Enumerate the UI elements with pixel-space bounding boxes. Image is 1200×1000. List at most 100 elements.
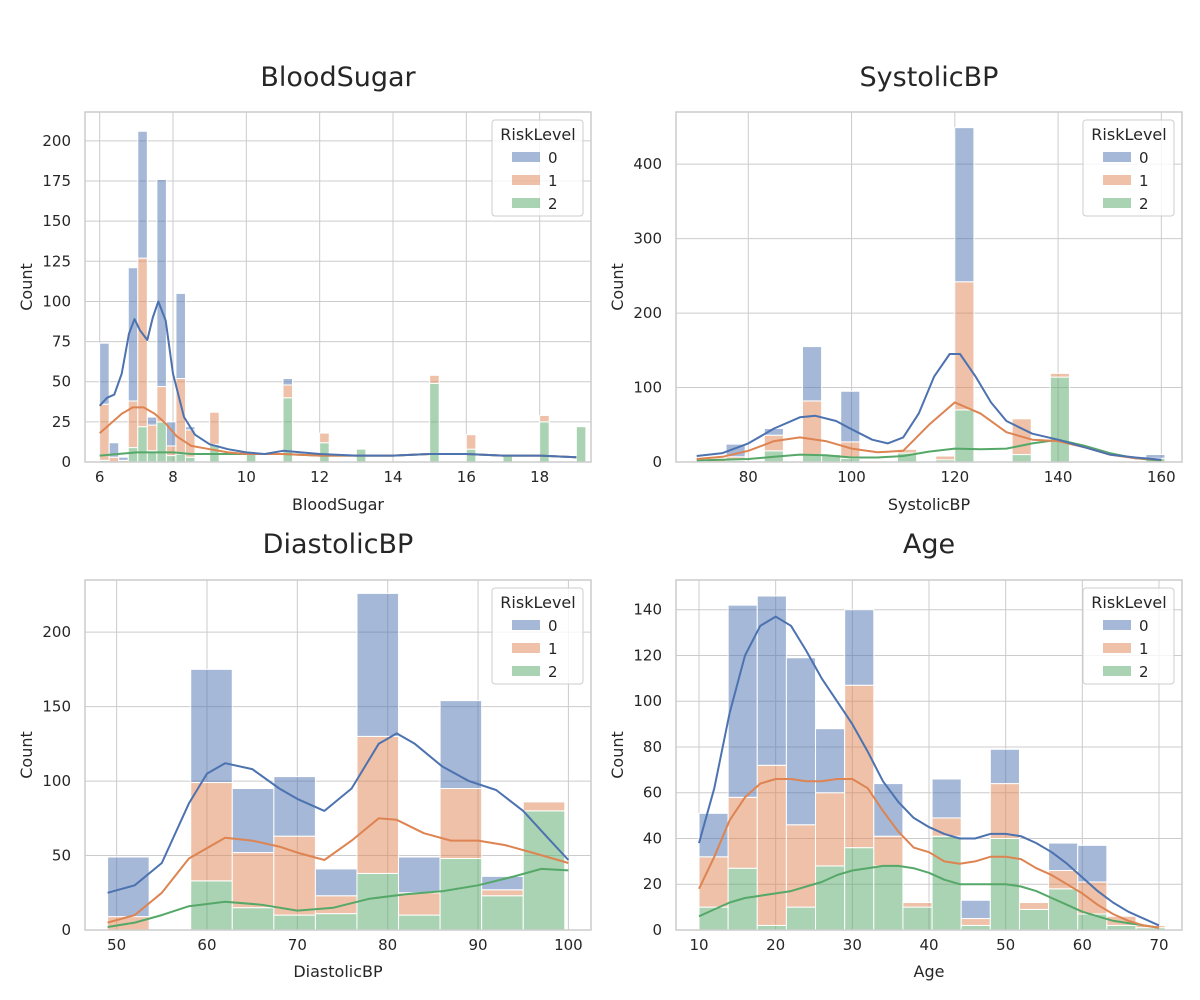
y-tick-label: 0 — [652, 921, 662, 939]
x-tick-label: 30 — [843, 936, 862, 954]
plot-area: 50 60 70 80 90 100 0 50 100 150 200 — [42, 579, 592, 954]
legend-label-1: 1 — [548, 172, 558, 190]
histogram-bar-risk-2 — [245, 453, 257, 463]
x-axis-label: DiastolicBP — [293, 962, 383, 981]
axes-frame — [675, 579, 1183, 931]
x-tick-label: 70 — [1149, 936, 1168, 954]
histogram-bar-risk-0 — [1077, 844, 1108, 883]
legend-swatch-2 — [512, 198, 540, 208]
histogram-bar-risk-1 — [539, 414, 550, 423]
histogram-bar-risk-0 — [960, 899, 991, 920]
x-tick-label: 10 — [689, 936, 708, 954]
histogram-bar-risk-2 — [319, 442, 330, 463]
histogram-bar-risk-1 — [989, 783, 1020, 839]
histogram-bar-risk-0 — [99, 342, 110, 405]
histogram-bar-risk-0 — [844, 609, 875, 686]
histogram-bar-risk-1 — [439, 788, 483, 860]
legend-frame — [491, 587, 584, 685]
legend: RiskLevel 0 1 2 — [1082, 119, 1175, 217]
legend-swatch-2 — [512, 666, 540, 676]
histogram-bar-risk-1 — [165, 445, 177, 457]
histogram-bar-risk-1 — [802, 400, 823, 456]
legend-label-0: 0 — [548, 149, 558, 167]
legend: RiskLevel 0 1 2 — [491, 587, 584, 685]
y-tick-label: 100 — [42, 772, 71, 790]
histogram-bar-risk-1 — [935, 455, 956, 461]
y-tick-label: 175 — [42, 172, 71, 190]
histogram-bar-risk-1 — [727, 796, 758, 869]
histogram-bar-risk-1 — [931, 817, 962, 837]
histogram-bar-risk-0 — [931, 778, 962, 819]
y-tick-label: 150 — [42, 212, 71, 230]
x-tick-label: 100 — [837, 468, 866, 486]
histogram-bar-risk-2 — [273, 914, 316, 931]
y-tick-label: 50 — [52, 373, 71, 391]
y-tick-label: 150 — [42, 698, 71, 716]
legend: RiskLevel 0 1 2 — [491, 119, 584, 217]
histogram-bar-risk-2 — [1049, 376, 1070, 463]
histogram-bar-risk-1 — [756, 764, 787, 926]
legend-label-2: 2 — [548, 663, 558, 681]
histogram-bar-risk-1 — [319, 432, 330, 444]
histogram-bar-risk-1 — [481, 889, 524, 897]
y-tick-label: 140 — [633, 601, 662, 619]
legend-swatch-1 — [1103, 643, 1131, 653]
x-tick-label: 50 — [107, 936, 126, 954]
legend: RiskLevel 0 1 2 — [1082, 587, 1175, 685]
histogram-bar-risk-2 — [439, 858, 483, 931]
legend-swatch-2 — [1103, 198, 1131, 208]
histogram-bar-risk-0 — [108, 442, 120, 458]
y-axis-label: Count — [608, 731, 627, 779]
histogram-bar-risk-1 — [785, 824, 817, 908]
histogram-bar-risk-1 — [314, 895, 358, 915]
x-tick-label: 120 — [940, 468, 969, 486]
y-tick-label: 120 — [633, 646, 662, 664]
histogram-bar-risk-1 — [356, 735, 400, 874]
histogram-bar-risk-0 — [175, 292, 186, 380]
histogram-bar-risk-2 — [231, 907, 275, 931]
y-tick-label: 200 — [633, 304, 662, 322]
histogram-bar-risk-0 — [954, 127, 975, 283]
histogram-bar-risk-0 — [282, 378, 294, 386]
axes-frame — [84, 111, 592, 463]
histogram-bar-risk-0 — [118, 456, 129, 461]
y-axis-label: Count — [17, 263, 36, 311]
legend-swatch-1 — [1103, 175, 1131, 185]
legend-label-0: 0 — [1139, 617, 1149, 635]
legend-label-2: 2 — [1139, 195, 1149, 213]
histogram-bar-risk-1 — [231, 852, 275, 909]
legend-swatch-0 — [512, 620, 540, 630]
legend-label-1: 1 — [1139, 172, 1149, 190]
legend-swatch-0 — [1103, 152, 1131, 162]
y-tick-label: 0 — [61, 453, 71, 471]
histogram-bar-risk-0 — [314, 868, 358, 897]
kde-line-risk-0 — [698, 615, 1160, 927]
x-tick-label: 100 — [554, 936, 583, 954]
histogram-bar-risk-2 — [1018, 908, 1050, 931]
histogram-bar-risk-2 — [165, 455, 177, 463]
histogram-bar-risk-0 — [1048, 842, 1079, 872]
histogram-bar-risk-2 — [575, 426, 587, 463]
x-tick-label: 12 — [310, 468, 329, 486]
panel-bloodsugar: BloodSugar BloodSugar Count 6 8 10 12 14 16 18… — [17, 62, 592, 514]
x-tick-label: 8 — [168, 468, 178, 486]
histogram-bar-risk-2 — [954, 409, 975, 463]
x-tick-label: 70 — [288, 936, 307, 954]
kde-line-risk-0 — [696, 353, 1162, 461]
histogram-bar-risk-0 — [137, 130, 148, 259]
x-tick-label: 60 — [197, 936, 216, 954]
chart-title: SystolicBP — [860, 62, 999, 93]
histogram-bar-risk-0 — [840, 390, 861, 443]
kde-line-risk-0 — [98, 300, 577, 459]
legend-label-0: 0 — [548, 617, 558, 635]
y-tick-label: 20 — [643, 875, 662, 893]
histogram-bar-risk-1 — [146, 424, 158, 452]
histogram-bar-risk-2 — [844, 847, 875, 931]
histogram-bar-risk-0 — [156, 178, 167, 388]
y-tick-label: 125 — [42, 252, 71, 270]
histogram-bar-risk-0 — [785, 657, 817, 826]
y-tick-label: 0 — [61, 921, 71, 939]
legend-label-1: 1 — [1139, 640, 1149, 658]
histogram-bar-risk-2 — [902, 906, 933, 931]
x-tick-label: 160 — [1147, 468, 1176, 486]
